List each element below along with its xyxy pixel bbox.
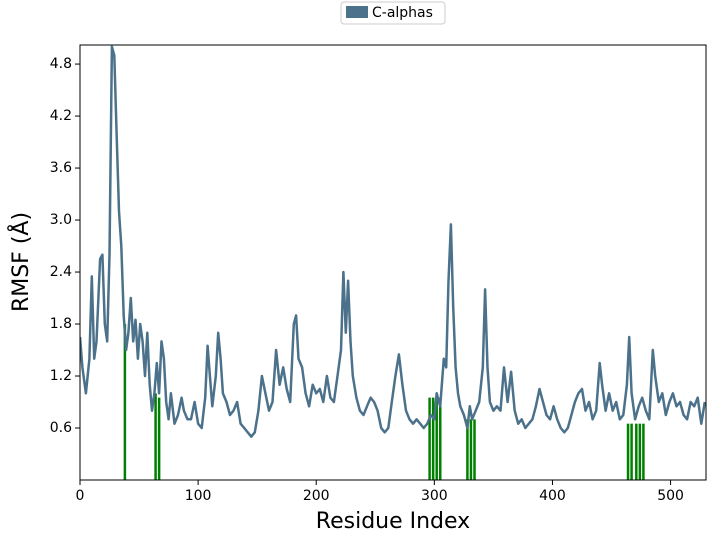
x-tick-label: 200 xyxy=(303,488,330,504)
x-tick-label: 100 xyxy=(185,488,212,504)
y-tick-label: 0.6 xyxy=(50,420,72,436)
legend-label: C-alphas xyxy=(372,5,433,21)
legend-swatch xyxy=(346,6,368,18)
data-line xyxy=(80,45,706,438)
y-tick-label: 2.4 xyxy=(50,264,72,280)
x-tick-label: 400 xyxy=(539,488,566,504)
y-tick-label: 4.2 xyxy=(50,108,72,124)
y-tick-label: 3.0 xyxy=(50,212,72,228)
plot-frame xyxy=(79,44,707,481)
y-tick-label: 4.8 xyxy=(50,56,72,72)
y-tick-label: 1.2 xyxy=(50,368,72,384)
x-tick-label: 300 xyxy=(421,488,448,504)
y-axis-label: RMSF (Å) xyxy=(7,212,34,312)
x-tick-label: 0 xyxy=(76,488,85,504)
y-tick-label: 1.8 xyxy=(50,316,72,332)
y-tick-label: 3.6 xyxy=(50,160,72,176)
x-axis-label: Residue Index xyxy=(316,509,470,534)
x-tick-label: 500 xyxy=(657,488,684,504)
